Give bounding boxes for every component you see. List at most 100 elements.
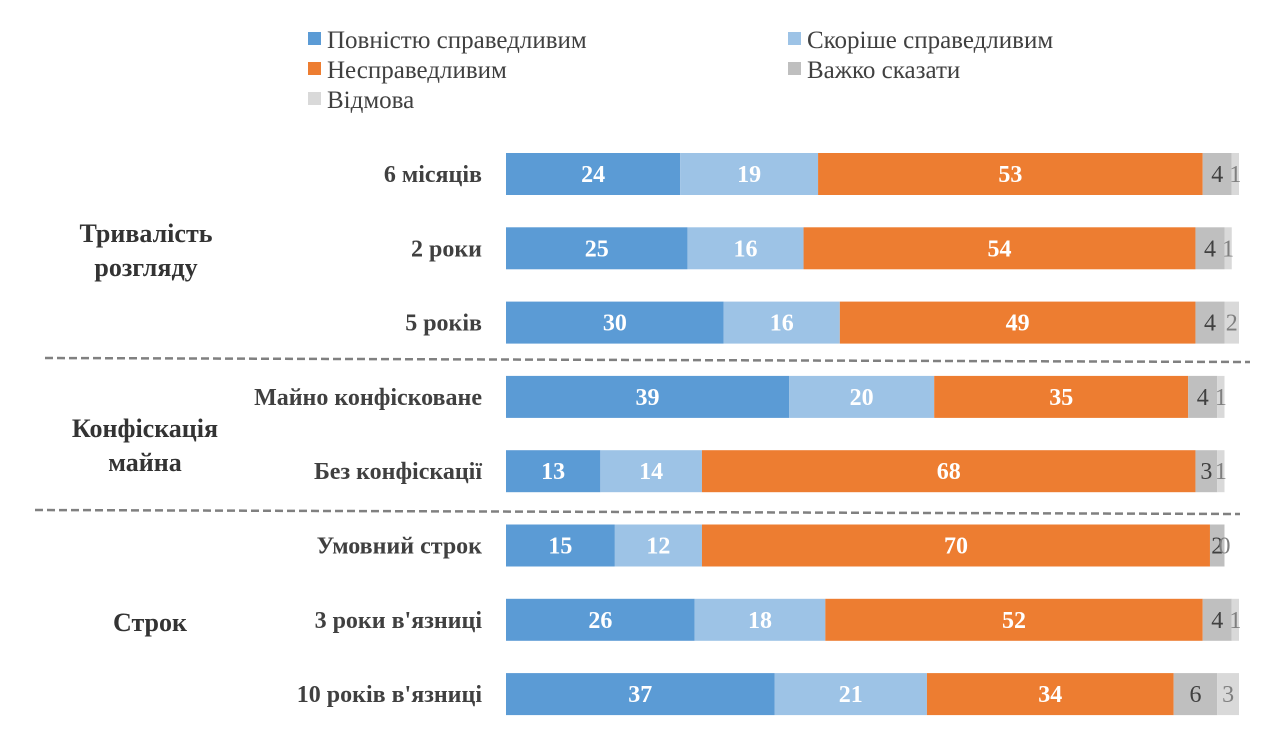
bar-segment-повністю-справедливим <box>506 450 601 493</box>
data-label: 19 <box>737 162 761 188</box>
group-label: майна <box>108 448 182 477</box>
bar-segment-несправедливим <box>701 450 1196 493</box>
bar-segment-повністю-справедливим <box>506 524 615 567</box>
bar-segment-важко-сказати <box>1195 450 1218 493</box>
category-label: 6 місяців <box>384 162 482 188</box>
bar-segment-повністю-справедливим <box>506 301 724 344</box>
bar-row-6: 26 18 52 4 1 <box>506 598 1241 641</box>
bar-segment-несправедливим <box>803 227 1196 270</box>
data-label: 35 <box>1049 385 1073 411</box>
bar-segment-скоріше-справедливим <box>614 524 702 567</box>
legend-label: Важко сказати <box>807 57 960 84</box>
bar-row-0: 24 19 53 4 1 <box>506 153 1241 195</box>
bar-segment-відмова <box>1217 375 1225 418</box>
legend-label: Несправедливим <box>327 57 507 84</box>
data-label: 3 <box>1200 459 1212 485</box>
bar-segment-скоріше-справедливим <box>680 153 819 195</box>
data-label: 1 <box>1215 385 1227 411</box>
group-labels: Тривалість розгляду Конфіскація майна Строк <box>72 219 218 637</box>
group-separators <box>34 356 1251 516</box>
group-label: Конфіскація <box>72 414 218 443</box>
data-label: 3 <box>1222 682 1234 708</box>
category-label: Без конфіскації <box>314 459 482 485</box>
group-label: розгляду <box>94 253 197 282</box>
data-label: 16 <box>770 311 794 337</box>
category-label: 5 років <box>405 311 482 337</box>
data-label: 1 <box>1229 162 1241 188</box>
bar-segment-повністю-справедливим <box>506 375 790 418</box>
data-label: 4 <box>1211 162 1223 188</box>
data-label: 34 <box>1038 682 1062 708</box>
data-label: 1 <box>1222 236 1234 262</box>
bar-segment-відмова <box>1231 598 1239 641</box>
data-label: 2 <box>1211 534 1223 560</box>
data-label: 13 <box>541 459 565 485</box>
bar-segment-несправедливим <box>839 301 1196 344</box>
legend-swatch <box>308 32 321 45</box>
data-label: 4 <box>1211 608 1223 634</box>
data-label: 21 <box>839 682 863 708</box>
data-label: 4 <box>1197 385 1209 411</box>
group-label: Строк <box>113 608 187 637</box>
bar-segment-відмова <box>1224 227 1232 270</box>
data-label: 15 <box>548 534 572 560</box>
bar-row-5: 15 12 70 20 <box>506 524 1230 567</box>
legend-swatch <box>788 62 801 75</box>
data-label: 16 <box>733 236 757 262</box>
legend-item-3: Важко сказати <box>788 57 960 84</box>
bar-segment-важко-сказати <box>1202 598 1232 641</box>
bar-segment-повністю-справедливим <box>506 227 688 270</box>
bar-segment-повністю-справедливим <box>506 153 681 195</box>
data-label: 52 <box>1002 608 1026 634</box>
bar-segment-відмова <box>1217 450 1225 493</box>
data-label: 1 <box>1229 608 1241 634</box>
category-label: 3 роки в'язниці <box>315 608 483 634</box>
bar-segment-скоріше-справедливим <box>774 673 927 716</box>
data-label: 37 <box>628 682 652 708</box>
data-label: 12 <box>646 534 670 560</box>
bar-row-1: 25 16 54 4 1 <box>506 227 1234 270</box>
legend-swatch <box>308 62 321 75</box>
data-label: 24 <box>581 162 605 188</box>
bar-row-2: 30 16 49 4 2 <box>506 301 1239 344</box>
bar-segment-важко-сказати <box>1209 524 1225 567</box>
data-label: 53 <box>998 162 1022 188</box>
data-label: 2 <box>1226 311 1238 337</box>
category-label: Умовний строк <box>317 534 483 560</box>
category-label: 2 роки <box>411 236 482 262</box>
legend-label: Відмова <box>327 87 414 114</box>
group-separator <box>34 508 1241 516</box>
bar-segment-несправедливим <box>701 524 1210 567</box>
bar-segment-відмова <box>1231 153 1239 195</box>
category-label: 10 років в'язниці <box>297 682 483 708</box>
bar-segment-несправедливим <box>926 673 1174 716</box>
bar-row-7: 37 21 34 6 3 <box>506 673 1239 716</box>
data-label: 30 <box>603 311 627 337</box>
data-label: 1 <box>1215 459 1227 485</box>
data-label: 4 <box>1204 236 1216 262</box>
bar-segment-відмова <box>1217 673 1239 716</box>
data-label: 49 <box>1006 311 1030 337</box>
bar-segment-важко-сказати <box>1173 673 1218 716</box>
bar-segment-скоріше-справедливим <box>687 227 804 270</box>
bar-segment-скоріше-справедливим <box>600 450 702 493</box>
legend-item-1: Скоріше справедливим <box>788 27 1053 54</box>
data-label: 25 <box>585 236 609 262</box>
data-label: 20 <box>850 385 874 411</box>
bar-segment-важко-сказати <box>1202 153 1232 195</box>
category-label: Майно конфісковане <box>254 385 482 411</box>
bar-segment-повністю-справедливим <box>506 598 695 641</box>
bar-row-3: 39 20 35 4 1 <box>506 375 1227 418</box>
legend-item-4: Відмова <box>308 87 414 114</box>
bar-row-4: 13 14 68 3 1 <box>506 450 1227 493</box>
data-label: 70 <box>944 534 968 560</box>
legend-label: Скоріше справедливим <box>807 27 1053 54</box>
legend: Повністю справедливим Скоріше справедливи… <box>308 27 1053 114</box>
bar-segment-несправедливим <box>825 598 1203 641</box>
data-label: 39 <box>636 385 660 411</box>
data-label: 14 <box>639 459 663 485</box>
bars: 24 19 53 4 125 16 54 4 130 16 49 4 239 20 35 4 113 14 68 3 1… <box>506 153 1241 716</box>
bar-segment-відмова <box>1224 301 1239 344</box>
bar-segment-повністю-справедливим <box>506 673 775 716</box>
